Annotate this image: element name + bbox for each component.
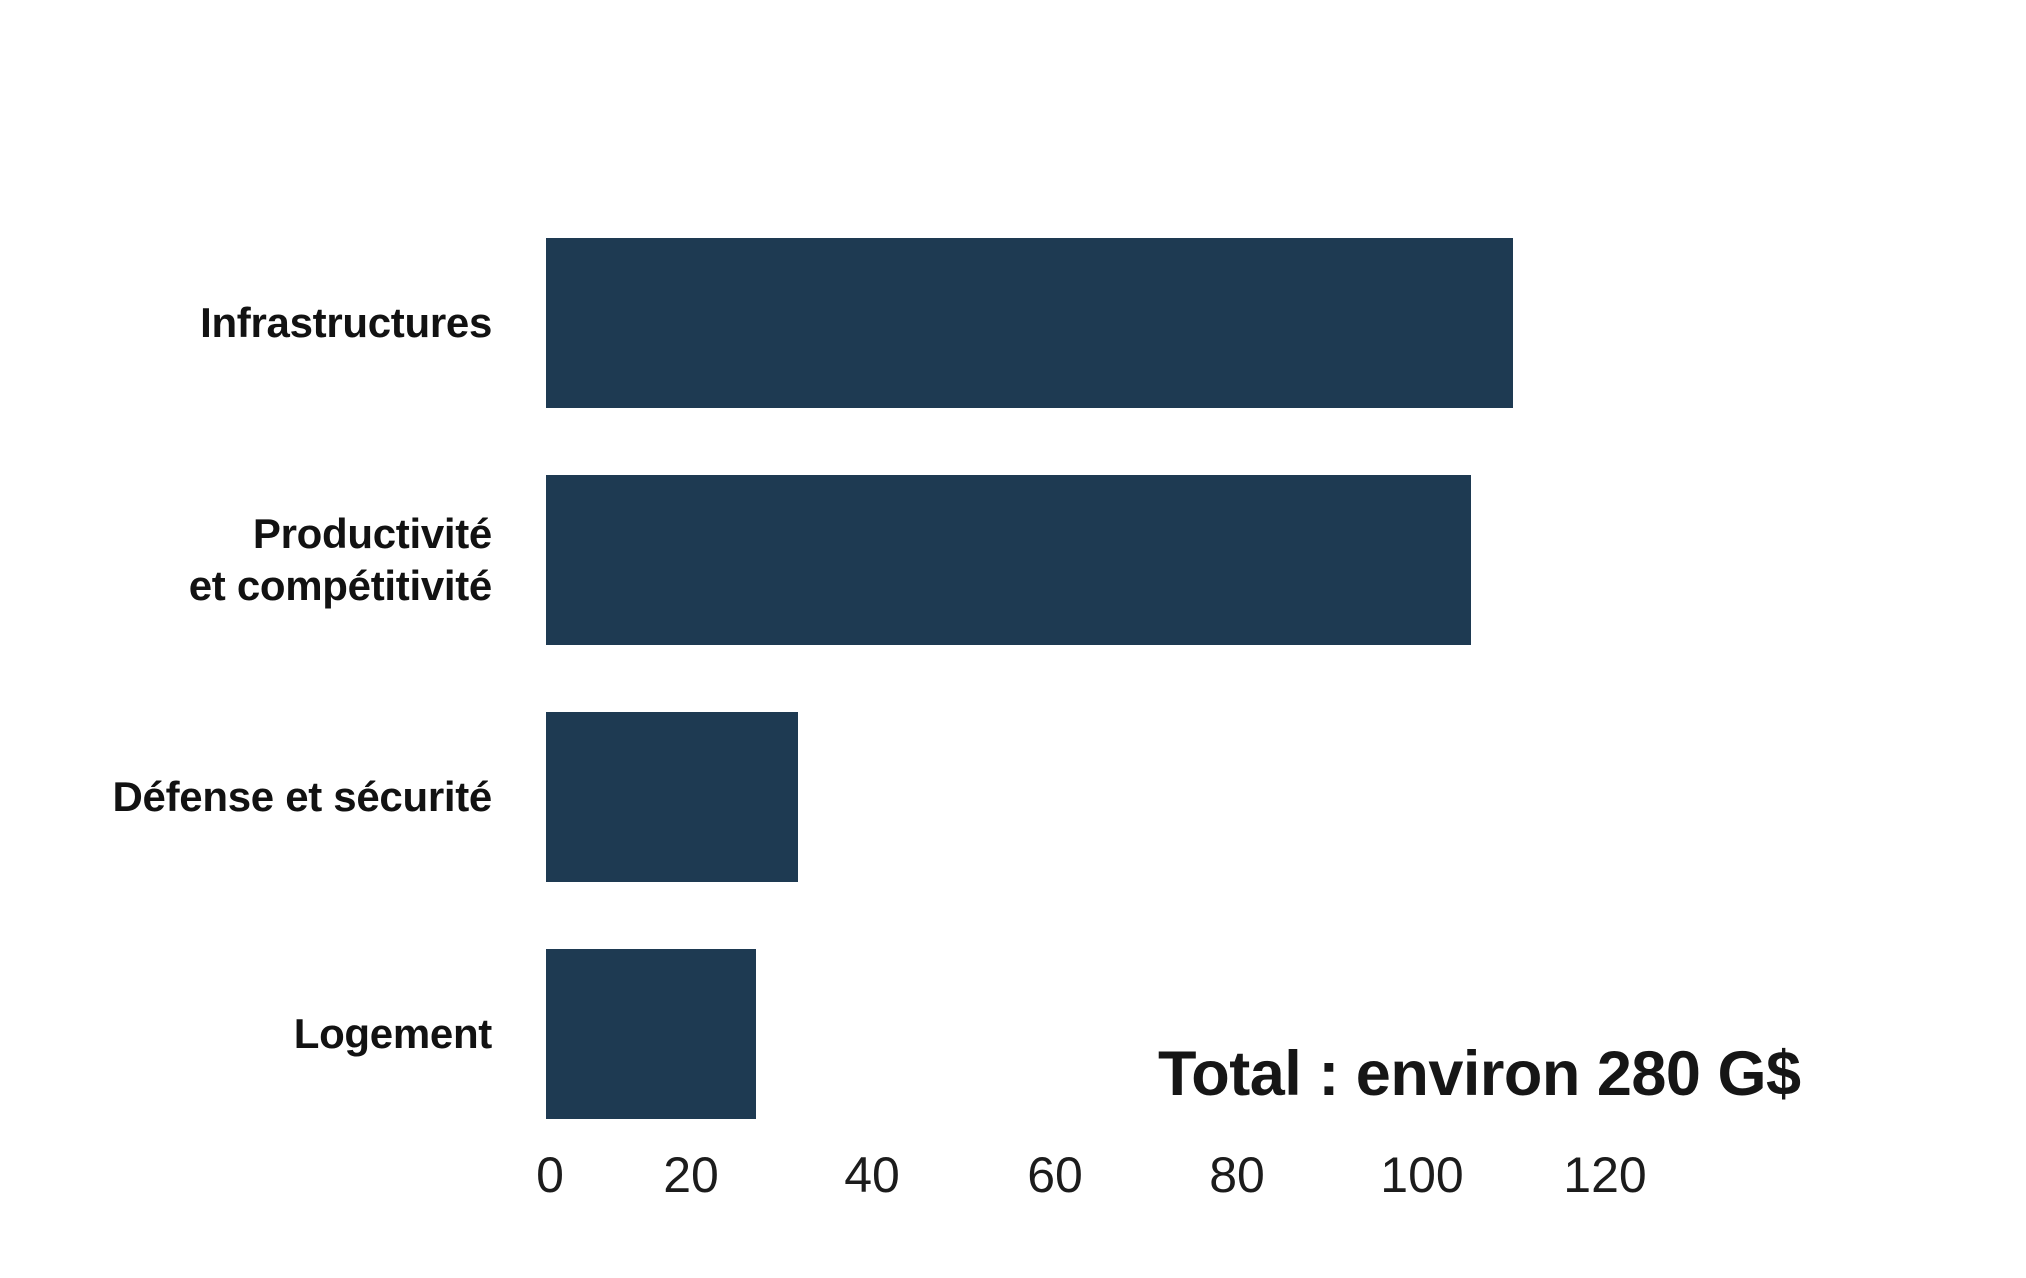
category-label-logement: Logement [293, 1009, 493, 1057]
category-label-productivite-et-competitivite: Productivité et compétitivité [188, 509, 493, 610]
x-tick-100: 100 [1380, 1147, 1464, 1203]
bar-logement [546, 949, 756, 1119]
category-label-defense-et-securite: Défense et sécurité [112, 772, 493, 820]
total-annotation: Total : environ 280 G$ [1158, 1039, 1801, 1109]
bar-infrastructures [546, 238, 1513, 408]
x-tick-20: 20 [663, 1147, 719, 1203]
x-tick-80: 80 [1209, 1147, 1265, 1203]
x-tick-0: 0 [536, 1147, 564, 1203]
bar-defense-et-securite [546, 712, 798, 882]
category-label-infrastructures: Infrastructures [200, 298, 492, 346]
x-tick-60: 60 [1027, 1147, 1083, 1203]
bar-productivite-et-competitivite [546, 475, 1471, 645]
x-tick-40: 40 [844, 1147, 900, 1203]
x-tick-120: 120 [1563, 1147, 1647, 1203]
